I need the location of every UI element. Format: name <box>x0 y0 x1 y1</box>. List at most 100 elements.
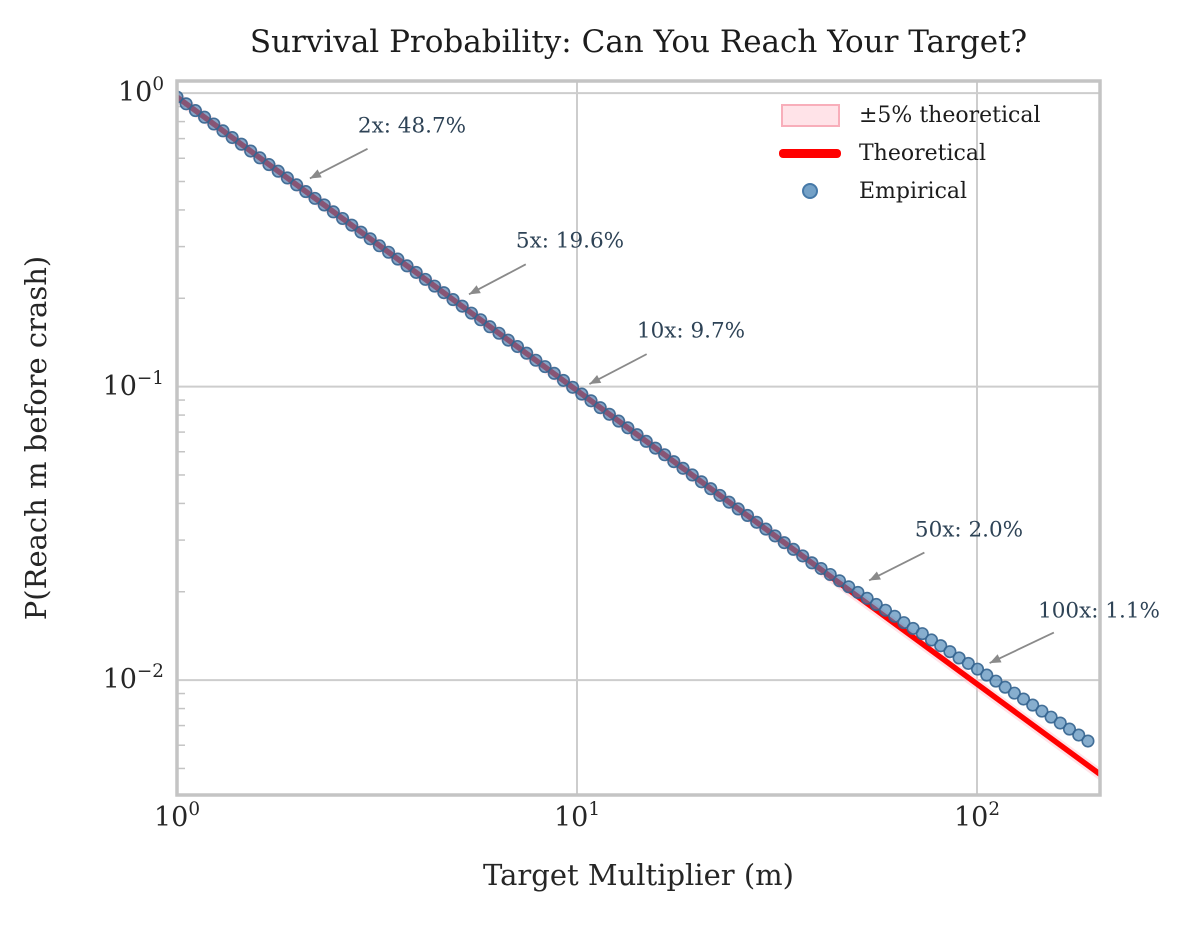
empirical-point <box>501 333 515 347</box>
empirical-point <box>630 428 644 442</box>
empirical-point <box>961 656 975 670</box>
empirical-point <box>832 574 847 588</box>
empirical-point <box>538 360 552 374</box>
annotation-arrowhead <box>589 374 602 385</box>
empirical-point <box>1053 716 1067 730</box>
empirical-point <box>179 97 193 111</box>
empirical-point <box>722 495 736 509</box>
x-tick-label-0: 100 <box>153 799 200 838</box>
empirical-point <box>970 662 985 676</box>
empirical-point <box>1044 710 1058 724</box>
empirical-point <box>372 239 386 253</box>
empirical-point <box>188 104 202 118</box>
empirical-point <box>391 252 405 266</box>
annotation-arrowhead <box>989 654 1002 664</box>
empirical-point <box>805 556 819 570</box>
empirical-point <box>750 515 764 529</box>
empirical-point <box>520 346 534 360</box>
empirical-point <box>1016 692 1031 706</box>
empirical-point <box>584 394 598 408</box>
empirical-point <box>253 151 267 165</box>
empirical-point <box>556 373 571 387</box>
empirical-point <box>510 339 525 354</box>
tick-base: 10 <box>953 802 989 833</box>
legend-label: ±5% theoretical <box>859 102 1041 128</box>
empirical-point <box>483 320 497 334</box>
empirical-point <box>796 549 810 563</box>
empirical-point <box>602 407 616 421</box>
empirical-point <box>915 627 929 641</box>
empirical-point <box>326 205 340 219</box>
empirical-point <box>244 144 258 158</box>
empirical-point <box>464 306 478 320</box>
empirical-point <box>382 245 396 259</box>
empirical-point <box>814 561 828 576</box>
empirical-point <box>299 185 313 199</box>
chart-title: Survival Probability: Can You Reach Your… <box>249 24 1028 60</box>
y-tick-label-0: 100 <box>0 73 164 113</box>
empirical-point <box>409 265 423 279</box>
empirical-point <box>575 387 589 401</box>
tick-base: 10 <box>153 802 189 833</box>
empirical-point <box>198 110 212 124</box>
empirical-point <box>363 232 377 246</box>
y-tick-label-2: 10−2 <box>0 660 164 700</box>
empirical-point <box>262 158 276 172</box>
empirical-point <box>455 299 469 313</box>
empirical-point <box>621 421 635 435</box>
y-axis-title: P(Reach m before crash) <box>19 255 53 621</box>
empirical-point <box>225 130 239 145</box>
plot-spines <box>175 79 1102 797</box>
line-swatch-icon <box>778 148 842 158</box>
empirical-point <box>759 522 773 536</box>
empirical-point <box>860 591 874 605</box>
empirical-point <box>685 468 699 482</box>
empirical-point <box>924 633 939 647</box>
empirical-point <box>989 674 1003 688</box>
dot-swatch-icon <box>778 183 842 199</box>
empirical-point <box>474 313 488 327</box>
tick-exp: 0 <box>152 73 164 95</box>
empirical-point <box>777 536 791 550</box>
empirical-point <box>593 401 607 415</box>
empirical-point <box>648 441 663 455</box>
empirical-point <box>336 211 350 226</box>
empirical-point <box>869 597 883 612</box>
legend-entry-theoretical: Theoretical <box>778 134 1041 172</box>
empirical-point <box>786 542 801 556</box>
empirical-point <box>731 502 745 516</box>
empirical-point <box>308 191 322 205</box>
x-axis-title: Target Multiplier (m) <box>483 858 794 892</box>
tick-base: 10 <box>102 664 137 695</box>
empirical-point <box>418 272 432 286</box>
empirical-point <box>1062 722 1077 736</box>
empirical-point <box>317 198 331 212</box>
empirical-point <box>280 171 294 185</box>
empirical-point <box>713 488 727 502</box>
legend-entry-band: ±5% theoretical <box>778 96 1041 134</box>
tick-base: 10 <box>102 371 137 402</box>
tick-exp: 1 <box>588 798 601 820</box>
empirical-point <box>207 117 221 131</box>
empirical-point <box>842 580 856 594</box>
empirical-point <box>888 609 902 623</box>
annotation-arrow <box>989 631 1055 664</box>
tick-exp: −2 <box>136 660 164 682</box>
empirical-point <box>547 366 561 380</box>
empirical-point <box>676 461 690 475</box>
empirical-point <box>529 353 543 367</box>
legend: ±5% theoretical Theoretical Empirical <box>778 96 1041 210</box>
tick-exp: 2 <box>988 798 1001 820</box>
annotation-arrowhead <box>869 571 881 581</box>
legend-entry-empirical: Empirical <box>778 172 1041 210</box>
empirical-series <box>177 90 1095 748</box>
annotation-2x: 2x: 48.7% <box>357 113 467 139</box>
empirical-point <box>345 218 359 232</box>
empirical-point <box>428 279 442 293</box>
empirical-point <box>1081 734 1095 748</box>
annotation-5x: 5x: 19.6% <box>515 228 625 254</box>
empirical-point <box>897 616 911 630</box>
empirical-point <box>437 286 451 300</box>
band-swatch-icon <box>778 103 842 127</box>
empirical-point <box>1026 698 1040 712</box>
